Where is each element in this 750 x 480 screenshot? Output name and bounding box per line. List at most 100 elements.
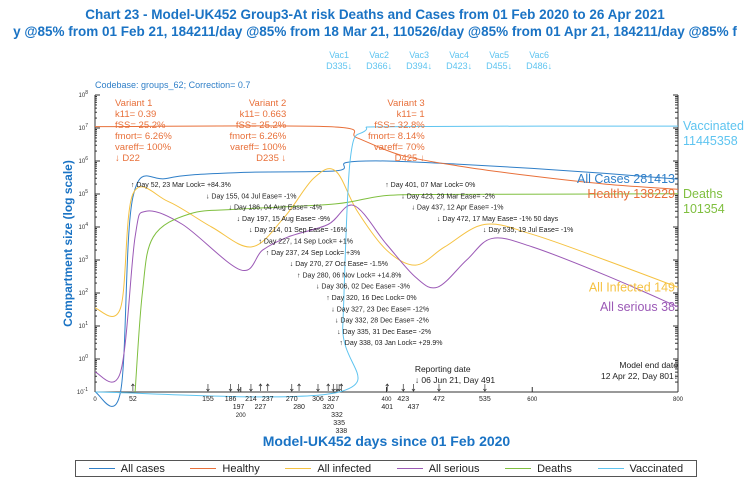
variant-annotation: fmort= 6.26% [115,131,172,142]
legend-label: All serious [428,462,480,475]
intervention-label: ↑ Day 280, 06 Nov Lock= +14.8% [297,272,401,279]
variant-annotation: k11= 0.39 [115,109,156,120]
variant-annotation: D235 ↓ [256,153,286,164]
variant-annotation: fmort= 8.14% [368,131,425,142]
intervention-arrow-down [236,384,241,392]
variant-annotation: D425 ↓ [395,153,425,164]
chart-subtitle: y @85% from 01 Feb 21, 184211/day @85% f… [13,24,737,39]
variant-annotation: fSS= 25.2% [236,120,287,131]
intervention-arrow-down [249,384,253,392]
intervention-day-label: 270 [286,396,298,403]
y-axis-title: Compartment size (log scale) [61,160,75,327]
intervention-label: ↓ Day 197, 15 Aug Ease= -9% [237,216,331,223]
series-line-vaccinated [94,125,679,398]
intervention-label: ↓ Day 214, 01 Sep Ease= -16% [249,227,347,234]
intervention-label: ↓ Day 155, 04 Jul Ease= -1% [206,193,296,200]
variant-annotation: vareff= 100% [230,142,287,153]
x-tick-label: 0 [93,397,97,403]
intervention-label: ↑ Day 237, 24 Sep Lock= +3% [266,250,361,257]
intervention-arrow-up [258,383,263,391]
intervention-arrow-up [265,383,270,391]
variant-annotation: ↓ D22 [115,153,140,164]
intervention-arrow-down [411,384,416,392]
intervention-day-label: 332 [331,412,343,419]
intervention-arrow-down [337,384,341,392]
x-tick-label: 400 [381,397,392,403]
intervention-day-label: 197 [233,404,245,411]
codebase-label: Codebase: groups_62; Correction= 0.7 [95,80,250,90]
legend-item: All cases [88,462,165,475]
legend-label: Vaccinated [629,462,684,475]
y-tick-label: 101 [79,321,89,330]
intervention-day-label: 52 [129,396,137,403]
series-end-label: Vaccinated [683,119,744,133]
vaccination-day-label: D366↓ [366,61,392,71]
vaccination-day-label: D394↓ [406,61,432,71]
variant-annotation: k11= 0.663 [240,109,287,120]
intervention-day-label: 423 [397,396,409,403]
intervention-label: ↑ Day 227, 14 Sep Lock= +1% [258,239,353,246]
y-tick-label: 108 [79,90,89,99]
legend-label: All cases [120,462,165,475]
intervention-arrow-down [331,384,336,392]
series-end-value: 101354 [683,202,725,216]
variant-annotation: Variant 1 [115,98,152,109]
series-line-all-infected [94,168,679,317]
variant-annotation: Variant 2 [249,98,286,109]
variant-annotation: fSS= 25.2% [115,120,166,131]
intervention-arrow-up [297,383,301,391]
intervention-label: ↓ Day 327, 23 Dec Ease= -12% [331,306,429,313]
y-tick-label: 106 [79,156,89,165]
intervention-arrow-down [289,384,294,392]
chart-plot: 108 107 106 105 104 103 102 101 100 10-1 Model-UK4… [61,50,744,449]
intervention-day-label: 227 [255,404,267,411]
intervention-arrow-down [316,384,320,392]
variant-annotation: vareff= 100% [115,142,172,153]
intervention-arrow-up [385,383,390,391]
intervention-label: ↓ Day 437, 12 Apr Ease= -1% [411,205,503,212]
reporting-date-title: Reporting date [415,364,471,374]
legend-swatch [285,468,312,470]
intervention-arrow-down [206,384,210,392]
x-tick-label: 800 [673,397,684,403]
series-line-healthy [94,125,679,190]
intervention-label: ↓ Day 335, 31 Dec Ease= -2% [337,329,431,336]
legend: All cases Healthy All infected All serious D… [75,460,697,477]
legend-item: Healthy [190,463,260,475]
vaccination-label: Vac5 [489,50,509,60]
intervention-day-label: 327 [327,396,339,403]
series-line-all-serious [94,204,679,383]
legend-swatch [396,468,423,470]
legend-swatch [597,468,624,470]
intervention-arrow-up [326,383,330,391]
intervention-day-label: 186 [225,396,237,403]
intervention-label: ↓ Day 472, 17 May Ease= -1% 50 days [437,216,559,223]
vaccination-label: Vac1 [329,50,349,60]
variant-annotation: vareff= 70% [374,142,425,153]
legend-label: Deaths [537,462,572,475]
intervention-arrow-down [437,384,441,392]
intervention-day-label: 237 [262,396,274,403]
series-end-value: 11445358 [683,134,738,148]
legend-swatch [190,468,217,470]
x-tick-label: 200 [236,413,247,419]
intervention-arrow-down [401,384,406,392]
vaccination-label: Vac3 [409,50,429,60]
intervention-day-label: 335 [333,420,345,427]
variant-annotation: fmort= 6.26% [229,131,286,142]
intervention-label: ↓ Day 535, 19 Jul Ease= -1% [483,227,573,234]
intervention-label: ↑ Day 401, 07 Mar Lock= 0% [385,182,475,189]
y-tick-label: 105 [79,189,89,198]
intervention-arrow-up [131,383,135,391]
intervention-day-label: 214 [245,396,257,403]
intervention-day-label: 401 [381,404,393,411]
legend-item: All infected [285,463,371,475]
vaccination-day-label: D455↓ [486,61,512,71]
intervention-label: ↑ Day 320, 16 Dec Lock= 0% [326,295,416,302]
y-tick-label: 10-1 [77,387,88,396]
intervention-day-label: 155 [202,396,214,403]
intervention-label: ↓ Day 306, 02 Dec Ease= -3% [316,284,410,291]
legend-item: All serious [396,462,480,475]
series-end-label: All Infected 149 [589,280,675,294]
vaccination-label: Vac6 [529,50,549,60]
